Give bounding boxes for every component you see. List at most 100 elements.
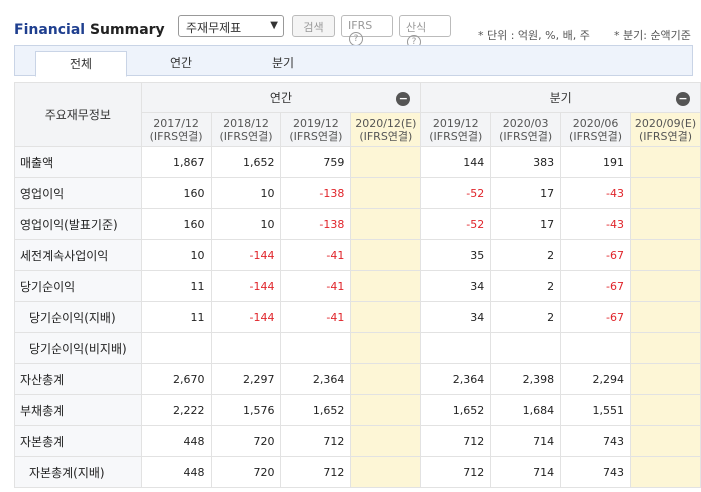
column-basis: (IFRS연결) xyxy=(149,129,203,143)
table-cell xyxy=(350,425,422,457)
tab-annual[interactable]: 연간 xyxy=(169,56,193,70)
table-cell xyxy=(630,332,701,364)
annual-group-header: 연간 − xyxy=(140,82,422,113)
table-cell xyxy=(630,301,701,333)
table-cell: -138 xyxy=(280,208,352,240)
table-cell: -144 xyxy=(210,239,282,271)
column-period: 2019/12 xyxy=(293,116,339,130)
table-cell: 743 xyxy=(560,425,632,457)
table-cell xyxy=(420,332,492,364)
table-row: 당기순이익(비지배) xyxy=(14,332,701,364)
column-basis: (IFRS연결) xyxy=(638,129,693,143)
column-header: 2019/12 (IFRS연결) xyxy=(280,112,352,147)
table-cell: 1,652 xyxy=(210,146,282,178)
title-summary: Summary xyxy=(89,22,165,38)
table-cell: 712 xyxy=(420,425,492,457)
row-label: 세전계속사업이익 xyxy=(14,239,142,271)
table-cell xyxy=(350,208,422,240)
table-cell: -41 xyxy=(280,239,352,271)
tab-quarter[interactable]: 분기 xyxy=(271,56,295,70)
table-cell: 160 xyxy=(140,208,212,240)
table-cell: 11 xyxy=(140,270,212,302)
column-basis: (IFRS연결) xyxy=(359,129,413,143)
collapse-quarter-icon[interactable]: − xyxy=(676,92,690,106)
formula-button[interactable]: 산식 ? xyxy=(399,15,451,49)
table-cell: 2,297 xyxy=(210,363,282,395)
tab-all[interactable]: 전체 xyxy=(35,51,127,77)
quarter-group-label: 분기 xyxy=(549,91,572,105)
table-cell xyxy=(490,332,562,364)
table-cell xyxy=(350,363,422,395)
table-cell xyxy=(630,363,701,395)
row-label: 당기순이익 xyxy=(14,270,142,302)
table-cell: -43 xyxy=(560,177,632,209)
column-header: 2018/12 (IFRS연결) xyxy=(210,112,282,147)
table-cell: 720 xyxy=(210,456,282,488)
table-cell: -43 xyxy=(560,208,632,240)
table-cell: -52 xyxy=(420,177,492,209)
table-row: 당기순이익 11 -144 -41 34 2 -67 xyxy=(14,270,701,302)
column-period: 2020/06 xyxy=(572,116,619,130)
chevron-down-icon: ▼ xyxy=(270,20,278,31)
table-cell xyxy=(350,394,422,426)
table-cell xyxy=(630,394,701,426)
row-label: 자본총계 xyxy=(14,425,142,457)
formula-label: 산식 xyxy=(406,21,427,34)
table-cell: -67 xyxy=(560,270,632,302)
column-header: 2020/03 (IFRS연결) xyxy=(490,112,562,147)
table-cell: 714 xyxy=(490,425,562,457)
column-period: 2020/03 xyxy=(502,116,549,130)
collapse-annual-icon[interactable]: − xyxy=(396,92,411,106)
table-cell xyxy=(630,456,701,488)
table-row: 부채총계 2,222 1,576 1,652 1,652 1,684 1,551 xyxy=(14,394,701,426)
table-cell: 35 xyxy=(420,239,492,271)
table-cell xyxy=(350,146,422,178)
search-button[interactable]: 검색 xyxy=(292,15,335,37)
table-cell: 383 xyxy=(490,146,562,178)
table-cell xyxy=(630,270,701,302)
table-cell: 2 xyxy=(490,239,562,271)
statement-type-select[interactable]: 주재무제표 ▼ xyxy=(178,15,284,37)
help-icon: ? xyxy=(349,32,363,46)
financial-summary-table: 주요재무정보 연간 − 분기 − 2017/12 (IFRS연결) 2018/12(… xyxy=(14,82,701,488)
table-cell: 714 xyxy=(490,456,562,488)
table-cell: -67 xyxy=(560,239,632,271)
table-cell: 2,670 xyxy=(140,363,212,395)
table-row: 당기순이익(지배) 11 -144 -41 34 2 -67 xyxy=(14,301,701,333)
table-cell xyxy=(350,456,422,488)
table-cell: -144 xyxy=(210,270,282,302)
column-header: 2020/06 (IFRS연결) xyxy=(560,112,632,147)
table-cell: 1,576 xyxy=(210,394,282,426)
ifrs-button[interactable]: IFRS ? xyxy=(341,15,393,46)
column-header: 2019/12 (IFRS연결) xyxy=(420,112,492,147)
table-cell: 2,364 xyxy=(420,363,492,395)
table-cell: 10 xyxy=(140,239,212,271)
table-cell: 712 xyxy=(420,456,492,488)
table-cell xyxy=(630,177,701,209)
ifrs-label: IFRS xyxy=(348,19,373,32)
table-cell xyxy=(560,332,632,364)
table-row: 자산총계 2,670 2,297 2,364 2,364 2,398 2,294 xyxy=(14,363,701,395)
table-cell: 160 xyxy=(140,177,212,209)
row-label: 자본총계(지배) xyxy=(14,456,142,488)
table-cell: 743 xyxy=(560,456,632,488)
table-cell: 2,222 xyxy=(140,394,212,426)
column-header: 2020/12(E) (IFRS연결) xyxy=(350,112,422,147)
table-cell: 2,364 xyxy=(280,363,352,395)
table-cell: 17 xyxy=(490,177,562,209)
table-cell: 1,551 xyxy=(560,394,632,426)
table-row: 영업이익(발표기준) 160 10 -138 -52 17 -43 xyxy=(14,208,701,240)
title-financial: Financial xyxy=(14,22,86,38)
table-cell xyxy=(350,270,422,302)
table-cell: -52 xyxy=(420,208,492,240)
table-cell xyxy=(350,332,422,364)
row-label: 영업이익 xyxy=(14,177,142,209)
table-cell: 2 xyxy=(490,270,562,302)
table-cell xyxy=(280,332,352,364)
table-cell: 10 xyxy=(210,208,282,240)
table-cell: 1,867 xyxy=(140,146,212,178)
table-row: 자본총계 448 720 712 712 714 743 xyxy=(14,425,701,457)
table-cell xyxy=(630,239,701,271)
quarter-group-header: 분기 − xyxy=(420,82,701,113)
column-basis: (IFRS연결) xyxy=(289,129,343,143)
